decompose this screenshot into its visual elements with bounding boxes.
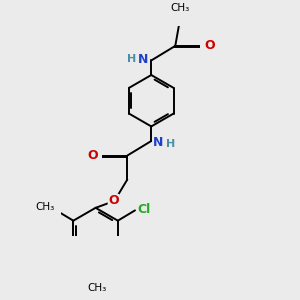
Text: N: N [153, 136, 163, 149]
Text: CH₃: CH₃ [170, 3, 189, 13]
Text: CH₃: CH₃ [35, 202, 55, 212]
Text: CH₃: CH₃ [88, 284, 107, 293]
Text: N: N [137, 53, 148, 66]
Text: O: O [88, 149, 98, 162]
Text: O: O [108, 194, 119, 208]
Text: H: H [127, 54, 136, 64]
Text: Cl: Cl [137, 203, 150, 216]
Text: H: H [166, 140, 175, 149]
Text: O: O [204, 39, 215, 52]
